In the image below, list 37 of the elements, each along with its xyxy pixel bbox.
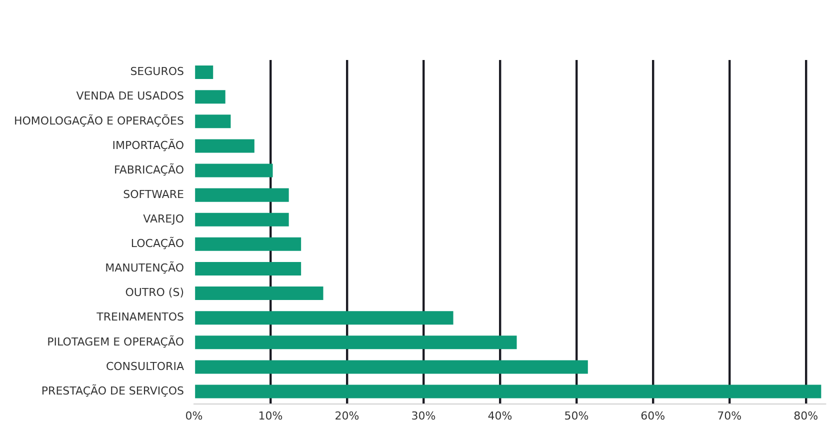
bar <box>195 114 231 128</box>
y-tick-label: SOFTWARE <box>123 188 184 201</box>
y-tick-label: SEGUROS <box>130 65 184 78</box>
y-tick-label: PILOTAGEM E OPERAÇÃO <box>47 334 184 348</box>
x-tick-label: 60% <box>640 409 666 422</box>
y-tick-label: HOMOLOGAÇÃO E OPERAÇÕES <box>14 113 184 128</box>
x-tick-label: 0% <box>185 409 203 422</box>
y-tick-label: IMPORTAÇÃO <box>112 138 184 152</box>
x-tick-label: 10% <box>258 409 283 422</box>
x-tick-label: 80% <box>794 409 818 422</box>
x-tick-label: 70% <box>717 409 742 422</box>
y-tick-label: FABRICAÇÃO <box>114 162 184 176</box>
bar <box>195 311 454 325</box>
bar <box>195 66 214 80</box>
x-tick-label: 30% <box>411 409 436 422</box>
y-tick-label: VENDA DE USADOS <box>76 90 184 103</box>
bar <box>195 384 822 398</box>
x-tick-label: 40% <box>488 409 512 422</box>
bar <box>195 212 289 226</box>
bar <box>195 164 273 178</box>
bar <box>195 360 588 374</box>
y-tick-label: TREINAMENTOS <box>96 310 184 324</box>
x-tick-label: 50% <box>564 409 589 422</box>
bar <box>195 90 226 104</box>
bar <box>195 336 517 350</box>
y-tick-label: PRESTAÇÃO DE SERVIÇOS <box>41 383 184 398</box>
y-tick-label: LOCAÇÃO <box>130 236 184 250</box>
y-tick-label: CONSULTORIA <box>106 360 184 373</box>
x-tick-label: 20% <box>334 409 360 422</box>
bar <box>195 262 302 276</box>
bar <box>195 139 254 153</box>
y-tick-label: OUTRO (S) <box>125 286 184 300</box>
y-tick-label: VAREJO <box>143 212 184 226</box>
bar <box>195 188 289 202</box>
bar <box>195 286 324 300</box>
y-tick-label: MANUTENÇÃO <box>105 260 184 275</box>
bar <box>195 237 302 251</box>
